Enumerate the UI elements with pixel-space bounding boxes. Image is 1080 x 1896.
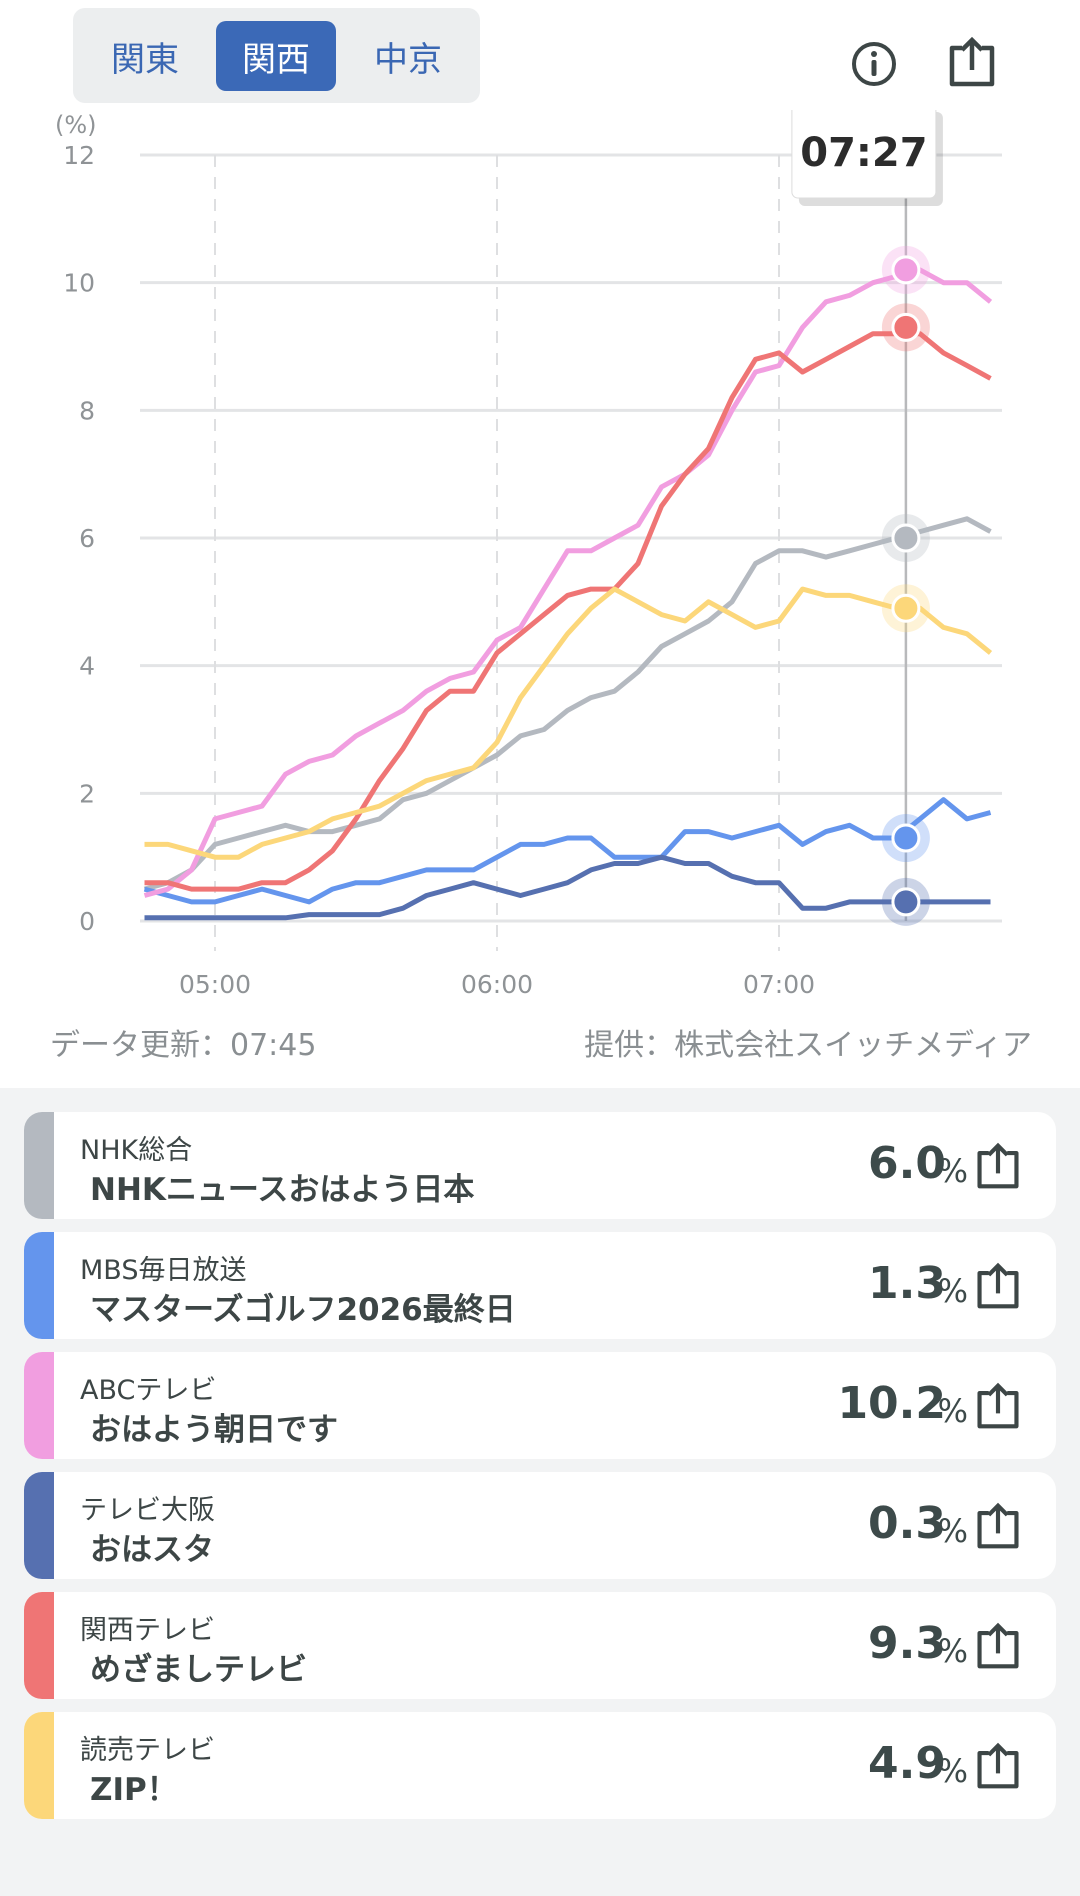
channel-color-bar bbox=[24, 1112, 54, 1219]
channel-color-bar bbox=[24, 1352, 54, 1459]
program-title: めざましテレビ bbox=[90, 1652, 307, 1688]
rating-unit: % bbox=[937, 1512, 968, 1550]
data-provider: 提供：株式会社スイッチメディア bbox=[584, 1028, 1032, 1063]
y-tick-label: 10 bbox=[63, 269, 95, 298]
channel-color-bar bbox=[24, 1472, 54, 1579]
rating-unit: % bbox=[937, 1272, 968, 1310]
channel-color-bar bbox=[24, 1712, 54, 1819]
program-title: NHKニュースおはよう日本 bbox=[90, 1172, 475, 1208]
program-title: マスターズゴルフ2026最終日 bbox=[90, 1292, 516, 1328]
channel-color-bar bbox=[24, 1232, 54, 1339]
series-line-5 bbox=[144, 586, 993, 860]
series-line-0 bbox=[143, 516, 992, 892]
series-line-2 bbox=[143, 267, 993, 898]
series-line-1 bbox=[143, 797, 992, 905]
program-title: おはスタ bbox=[90, 1532, 214, 1568]
y-tick-label: 4 bbox=[79, 652, 95, 681]
series-line-4 bbox=[144, 331, 992, 892]
y-axis-label: (%) bbox=[55, 111, 97, 139]
info-icon[interactable] bbox=[850, 40, 898, 92]
rating-value: 0.3 bbox=[868, 1498, 946, 1549]
share-icon[interactable] bbox=[946, 36, 998, 92]
share-icon[interactable] bbox=[974, 1502, 1022, 1554]
channel-color-bar bbox=[24, 1592, 54, 1699]
program-card[interactable]: 読売テレビ ZIP！ 4.9 % bbox=[24, 1712, 1056, 1819]
y-tick-label: 8 bbox=[79, 396, 95, 425]
share-icon[interactable] bbox=[974, 1382, 1022, 1434]
rating-chart[interactable]: 0 2 4 6 8 10 12(%) 05:00 06:00 07:00 07:27 bbox=[0, 110, 1080, 1020]
channel-name: 関西テレビ bbox=[80, 1615, 215, 1646]
x-tick-label: 05:00 bbox=[179, 970, 251, 999]
tab-chukyo[interactable]: 中京 bbox=[374, 39, 442, 80]
tab-kanto[interactable]: 関東 bbox=[111, 39, 179, 80]
region-selector: 関東 関西 中京 bbox=[73, 8, 480, 103]
channel-name: MBS毎日放送 bbox=[80, 1255, 247, 1286]
program-card[interactable]: MBS毎日放送 マスターズゴルフ2026最終日 1.3 % bbox=[24, 1232, 1056, 1339]
y-tick-label: 12 bbox=[63, 141, 95, 170]
program-card[interactable]: ABCテレビ おはよう朝日です 10.2 % bbox=[24, 1352, 1056, 1459]
rating-unit: % bbox=[937, 1632, 968, 1670]
rating-value: 6.0 bbox=[868, 1138, 946, 1189]
program-card[interactable]: 関西テレビ めざましテレビ 9.3 % bbox=[24, 1592, 1056, 1699]
share-icon[interactable] bbox=[974, 1622, 1022, 1674]
share-icon[interactable] bbox=[974, 1262, 1022, 1314]
cursor-point bbox=[891, 255, 921, 285]
cursor-point bbox=[891, 823, 921, 853]
program-card[interactable]: NHK総合 NHKニュースおはよう日本 6.0 % bbox=[24, 1112, 1056, 1219]
update-time: データ更新：07:45 bbox=[50, 1028, 317, 1063]
rating-unit: % bbox=[937, 1392, 968, 1430]
tab-kansai[interactable]: 関西 bbox=[216, 21, 336, 91]
share-icon[interactable] bbox=[974, 1742, 1022, 1794]
cursor-point bbox=[891, 887, 921, 917]
cursor-tooltip: 07:27 bbox=[791, 110, 943, 206]
x-tick-label: 06:00 bbox=[461, 970, 533, 999]
cursor-point bbox=[891, 593, 921, 623]
x-tick-label: 07:00 bbox=[743, 970, 815, 999]
program-title: ZIP！ bbox=[90, 1772, 178, 1808]
rating-unit: % bbox=[937, 1152, 968, 1190]
rating-value: 4.9 bbox=[868, 1738, 946, 1789]
channel-name: テレビ大阪 bbox=[80, 1495, 215, 1526]
y-tick-label: 0 bbox=[79, 907, 95, 936]
program-title: おはよう朝日です bbox=[90, 1412, 338, 1448]
series-line-3 bbox=[144, 854, 991, 921]
channel-name: ABCテレビ bbox=[80, 1375, 217, 1406]
channel-name: 読売テレビ bbox=[80, 1735, 215, 1766]
tooltip-box bbox=[791, 110, 937, 199]
rating-unit: % bbox=[937, 1752, 968, 1790]
rating-value: 9.3 bbox=[868, 1618, 946, 1669]
rating-value: 10.2 bbox=[837, 1378, 946, 1429]
tooltip-time: 07:27 bbox=[800, 130, 927, 176]
cursor-point bbox=[891, 312, 921, 342]
cursor-point bbox=[891, 523, 921, 553]
channel-name: NHK総合 bbox=[80, 1135, 193, 1166]
y-tick-label: 6 bbox=[79, 524, 95, 553]
rating-value: 1.3 bbox=[868, 1258, 946, 1309]
program-card[interactable]: テレビ大阪 おはスタ 0.3 % bbox=[24, 1472, 1056, 1579]
share-icon[interactable] bbox=[974, 1142, 1022, 1194]
y-tick-label: 2 bbox=[79, 779, 95, 808]
